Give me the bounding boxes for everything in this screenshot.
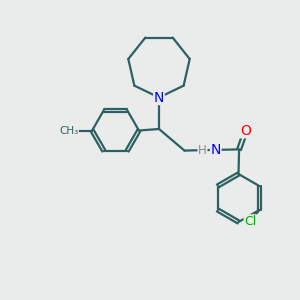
Text: N: N xyxy=(211,143,221,157)
Text: H: H xyxy=(198,143,207,157)
Text: Cl: Cl xyxy=(244,215,256,228)
Text: O: O xyxy=(240,124,251,138)
Text: N: N xyxy=(154,91,164,104)
Text: CH₃: CH₃ xyxy=(59,125,78,136)
